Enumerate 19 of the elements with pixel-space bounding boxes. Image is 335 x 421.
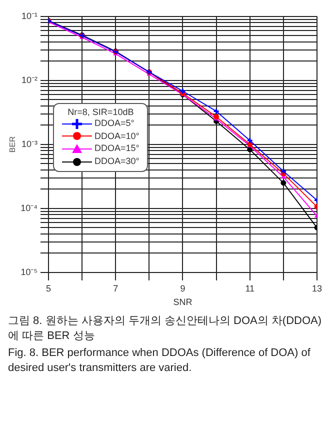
- legend-title: Nr=8, SIR=10dB: [66, 107, 135, 117]
- legend-label: DDOA=15°: [94, 143, 140, 154]
- y-tick-label: 10⁻⁴: [20, 202, 38, 213]
- x-tick-label: 7: [113, 283, 118, 294]
- caption: Fig. 8. BER performance when DDOAs (Difference of DOA) of desired user's transmitters are varied.: [8, 346, 312, 376]
- legend-label: DDOA=30°: [94, 156, 140, 166]
- y-tick-label: 10⁻³: [21, 138, 38, 149]
- x-axis-title: SNR: [173, 297, 193, 308]
- x-tick-label: 11: [245, 283, 255, 294]
- y-tick-label: 10⁻¹: [21, 10, 38, 21]
- x-tick-label: 9: [180, 283, 186, 294]
- x-tick-label: 13: [312, 283, 322, 294]
- caption: 그림 8. 원하는 사용자의 두개의 송신안테나의 DOA의 차(DDOA)에 따른 BER 성능: [8, 314, 323, 344]
- y-tick-label: 10⁻²: [21, 74, 38, 85]
- legend-label: DDOA=5°: [94, 118, 134, 128]
- y-tick-label: 10⁻⁵: [20, 266, 38, 277]
- legend-label: DDOA=10°: [94, 130, 140, 141]
- y-axis-title: BER: [8, 136, 18, 153]
- x-tick-label: 5: [46, 283, 51, 294]
